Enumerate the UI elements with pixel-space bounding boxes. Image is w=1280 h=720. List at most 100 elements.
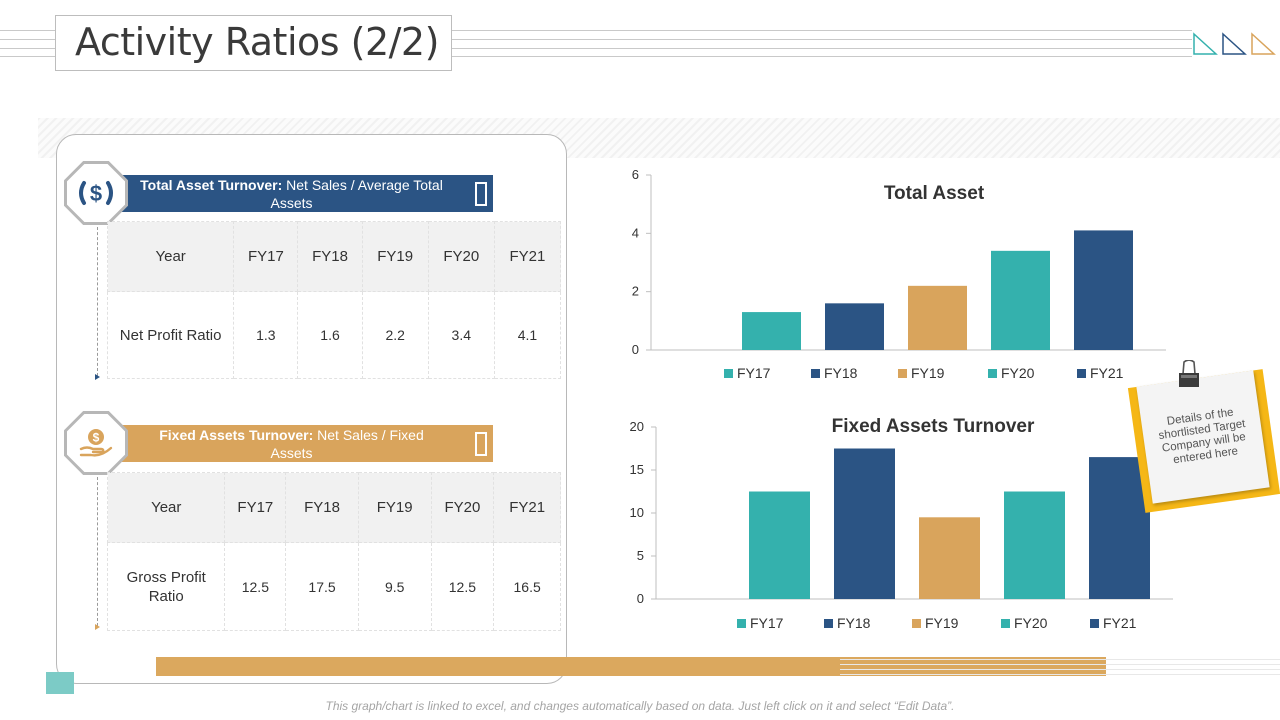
table-cell: 2.2 [361, 291, 429, 379]
chart-title: Total Asset [884, 183, 985, 204]
y-tick-label: 2 [632, 284, 639, 299]
section1-banner: Total Asset Turnover: Net Sales / Averag… [120, 175, 493, 212]
section1-badge: $ [64, 161, 128, 225]
y-tick-label: 20 [630, 419, 644, 434]
gold-bar-decor [156, 657, 1106, 676]
y-tick-label: 15 [630, 462, 644, 477]
y-tick-label: 0 [632, 342, 639, 357]
svg-text:$: $ [90, 181, 102, 206]
header-lines-left [0, 30, 56, 58]
y-tick-label: 6 [632, 167, 639, 182]
legend-label: FY19 [911, 365, 945, 381]
section2-banner-text: Net Sales / Fixed Assets [270, 426, 424, 461]
y-tick-label: 10 [630, 505, 644, 520]
table-header-cell: FY18 [297, 221, 363, 292]
section2-badge: $ [64, 411, 128, 475]
table-cell: 4.1 [493, 291, 562, 379]
table-header-cell: FY17 [224, 472, 287, 543]
table-header-cell: FY19 [361, 221, 429, 292]
table-row-label: Gross Profit Ratio [106, 542, 226, 631]
legend-label: FY18 [837, 615, 871, 631]
chart-title: Fixed Assets Turnover [832, 416, 1035, 437]
table-header-cell: FY21 [493, 472, 561, 543]
y-tick-label: 0 [637, 591, 644, 606]
bar-fy17 [742, 312, 801, 350]
legend-swatch [811, 369, 820, 378]
section1-table: Year FY17 FY18 FY19 FY20 FY21 Net Profit… [106, 221, 562, 379]
legend-swatch [1001, 619, 1010, 628]
legend-label: FY17 [750, 615, 784, 631]
section2-table: Year FY17 FY18 FY19 FY20 FY21 Gross Prof… [106, 472, 561, 631]
table-cell: 1.6 [297, 291, 363, 379]
binder-clip-icon [1179, 360, 1199, 387]
table-cell: 12.5 [224, 542, 287, 631]
table-header-cell: FY17 [233, 221, 299, 292]
table-header-cell: FY18 [285, 472, 359, 543]
table-cell: 16.5 [493, 542, 561, 631]
table-header-cell: FY21 [493, 221, 562, 292]
legend-label: FY17 [737, 365, 771, 381]
section2-connector-arrow [95, 624, 100, 630]
svg-text:$: $ [93, 431, 100, 445]
legend-label: FY20 [1014, 615, 1048, 631]
bar-fy20 [1004, 491, 1065, 599]
y-tick-label: 5 [637, 548, 644, 563]
bar-fy19 [908, 285, 967, 350]
sticky-note-text: Details of the shortlisted Target Compan… [1136, 370, 1270, 504]
legend-swatch [724, 369, 733, 378]
legend-label: FY19 [925, 615, 959, 631]
section2-banner-bold: Fixed Assets Turnover: [159, 426, 314, 443]
section1-banner-text: Net Sales / Average Total Assets [270, 176, 443, 211]
dollar-icon: $ [79, 181, 113, 206]
y-tick-label: 4 [632, 225, 639, 240]
table-row-label: Net Profit Ratio [106, 291, 235, 379]
footer-note: This graph/chart is linked to excel, and… [325, 699, 955, 713]
legend-label: FY21 [1103, 615, 1137, 631]
total-asset-chart: 0 2 4 6 Total Asset FY17 FY18 FY19 FY20 FY21 [632, 167, 1166, 381]
section1-connector-arrow [95, 374, 100, 380]
header-lines-right [452, 30, 1192, 58]
bar-fy21 [1074, 230, 1133, 350]
legend-label: FY20 [1001, 365, 1035, 381]
sticky-note: Details of the shortlisted Target Compan… [1127, 360, 1280, 515]
bar-fy19 [919, 517, 980, 599]
table-header-cell: FY20 [430, 472, 495, 543]
legend-swatch [737, 619, 746, 628]
table-cell: 12.5 [430, 542, 495, 631]
legend-swatch [1077, 369, 1086, 378]
teal-square-decor [46, 672, 74, 694]
section1-banner-mark [475, 182, 487, 206]
legend-swatch [824, 619, 833, 628]
bar-fy20 [991, 250, 1050, 350]
triangle-decor-icon [1193, 32, 1276, 55]
title-box: Activity Ratios (2/2) [55, 15, 452, 71]
page-title: Activity Ratios (2/2) [75, 20, 439, 64]
table-header-cell: FY20 [427, 221, 495, 292]
legend-swatch [1090, 619, 1099, 628]
table-cell: 1.3 [233, 291, 299, 379]
table-row: Gross Profit Ratio 12.5 17.5 9.5 12.5 16… [106, 542, 561, 631]
fixed-assets-turnover-chart: 0 5 10 15 20 Fixed Assets Turnover FY17 FY18 FY1… [630, 416, 1173, 631]
section2-banner: Fixed Assets Turnover: Net Sales / Fixed… [120, 425, 493, 462]
section1-connector [97, 222, 98, 376]
legend-label: FY18 [824, 365, 858, 381]
section2-banner-mark [475, 432, 487, 456]
bar-fy18 [825, 303, 884, 350]
table-cell: 9.5 [357, 542, 432, 631]
legend-label: FY21 [1090, 365, 1124, 381]
legend-swatch [912, 619, 921, 628]
bar-fy17 [749, 491, 810, 599]
table-cell: 17.5 [285, 542, 359, 631]
table-row: Year FY17 FY18 FY19 FY20 FY21 [106, 472, 561, 543]
table-cell: 3.4 [427, 291, 495, 379]
table-header-cell: Year [106, 472, 226, 543]
hand-coin-icon: $ [79, 429, 113, 457]
bar-fy21 [1089, 457, 1150, 599]
table-row: Net Profit Ratio 1.3 1.6 2.2 3.4 4.1 [106, 291, 562, 379]
bottom-lines-decor [840, 656, 1280, 678]
legend-swatch [898, 369, 907, 378]
section1-banner-bold: Total Asset Turnover: [140, 176, 283, 193]
table-header-cell: Year [106, 221, 235, 292]
table-row: Year FY17 FY18 FY19 FY20 FY21 [106, 221, 562, 292]
section2-connector [97, 472, 98, 626]
